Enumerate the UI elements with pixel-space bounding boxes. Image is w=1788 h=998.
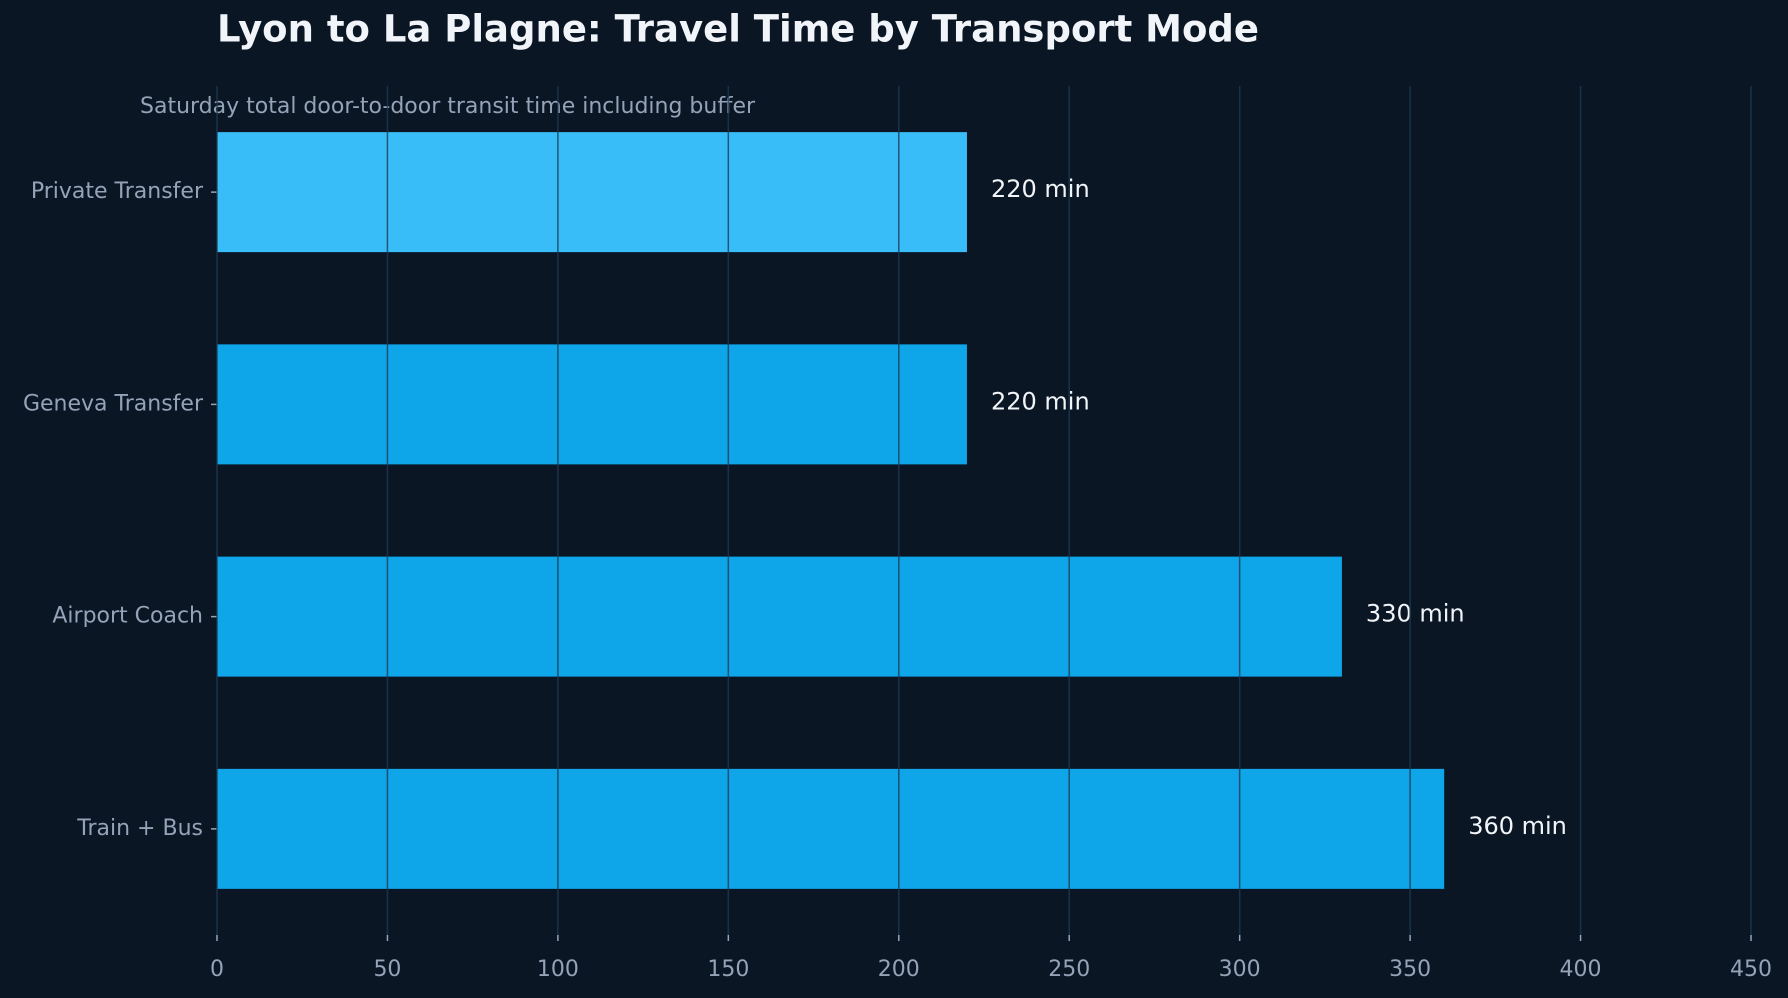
bar xyxy=(217,344,967,465)
y-tick-label: Airport Coach xyxy=(52,604,203,629)
x-tick-label: 100 xyxy=(537,957,579,982)
y-tick-label: Private Transfer xyxy=(31,179,204,204)
bar xyxy=(217,768,1445,889)
value-label: 330 min xyxy=(1366,600,1465,628)
x-tick-label: 150 xyxy=(707,957,749,982)
value-label: 220 min xyxy=(991,387,1090,415)
x-tick-label: 200 xyxy=(878,957,920,982)
x-tick-label: 50 xyxy=(373,957,401,982)
chart-subtitle: Saturday total door-to-door transit time… xyxy=(140,94,756,119)
bar xyxy=(217,132,967,253)
bar xyxy=(217,556,1342,677)
x-tick-label: 250 xyxy=(1048,957,1090,982)
y-tick-label: Train + Bus xyxy=(76,816,203,841)
x-tick-label: 350 xyxy=(1389,957,1431,982)
value-label: 220 min xyxy=(991,175,1090,203)
x-tick-label: 300 xyxy=(1219,957,1261,982)
x-tick-label: 400 xyxy=(1560,957,1602,982)
x-tick-label: 0 xyxy=(210,957,224,982)
chart-title: Lyon to La Plagne: Travel Time by Transp… xyxy=(217,8,1259,51)
y-tick-label: Geneva Transfer xyxy=(23,391,204,416)
value-label: 360 min xyxy=(1468,812,1567,840)
x-tick-label: 450 xyxy=(1730,957,1772,982)
